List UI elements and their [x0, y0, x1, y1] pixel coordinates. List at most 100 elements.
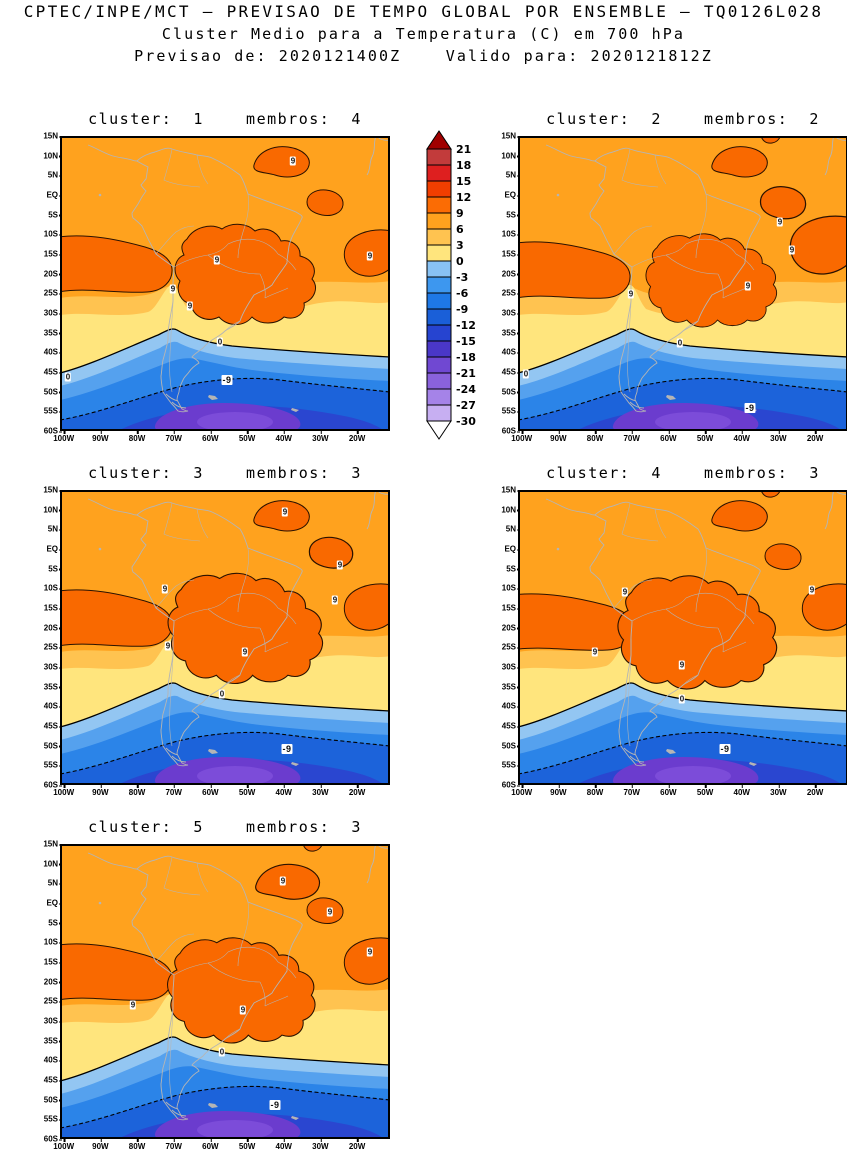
lat-tick-label: 25S: [44, 289, 62, 298]
lat-tick-label: 30S: [502, 309, 520, 318]
map-area: 9 9 9 9 9 0 0 -9: [60, 136, 390, 431]
lat-tick-label: 55S: [44, 407, 62, 416]
colorbar-level-label: 12: [456, 191, 471, 204]
lat-tick-label: 50S: [44, 741, 62, 750]
lat-tick-label: 20S: [44, 269, 62, 278]
colorbar-level-label: 0: [456, 255, 464, 268]
lat-tick-label: 5N: [48, 171, 62, 180]
lat-tick-label: 60S: [502, 781, 520, 790]
contour-map: [60, 844, 390, 1139]
lat-tick-label: 60S: [44, 427, 62, 436]
lat-tick-label: 10N: [43, 151, 62, 160]
country-borders: [155, 502, 297, 747]
colorbar-level-label: -9: [456, 303, 468, 316]
lat-tick-label: 40S: [502, 702, 520, 711]
temperature-colorbar: 21 18 15 12 9 6 3 0 -3 -6 -9 -12 -15 -18 -21 -24 -27 -30: [426, 130, 516, 440]
colorbar-level-label: 6: [456, 223, 464, 236]
cluster-panel-3: cluster: 3 membros: 3 15N 10N 5N EQ 5S 10S 15S…: [38, 464, 390, 799]
lat-tick-label: 5N: [506, 525, 520, 534]
lat-tick-label: 20S: [502, 269, 520, 278]
lat-tick-label: 15N: [501, 132, 520, 141]
lat-tick-label: 10N: [501, 505, 520, 514]
longitude-axis: 100W 90W 80W 70W 60W 50W 40W 30W 20W: [53, 431, 390, 445]
cluster-panel-5: cluster: 5 membros: 3 15N 10N 5N EQ 5S 10S 15S…: [38, 818, 390, 1153]
lat-tick-label: 5S: [48, 564, 62, 573]
map-area: 9 9 9 9 9 9 0 -9: [60, 490, 390, 785]
lon-tick-label: 90W: [550, 785, 567, 797]
lat-tick-label: 15N: [43, 486, 62, 495]
lat-tick-label: 55S: [502, 407, 520, 416]
lon-tick-label: 70W: [623, 431, 640, 443]
lon-tick-label: 80W: [587, 785, 603, 797]
lat-tick-label: 60S: [44, 1135, 62, 1144]
lat-tick-label: 50S: [44, 1095, 62, 1104]
longitude-axis: 100W 90W 80W 70W 60W 50W 40W 30W 20W: [511, 431, 847, 445]
cluster-panel-4: cluster: 4 membros: 3 15N 10N 5N EQ 5S 10S 15S…: [496, 464, 847, 799]
lon-tick-label: 100W: [53, 1139, 74, 1151]
lon-tick-label: 100W: [53, 785, 74, 797]
lat-tick-label: 20S: [502, 623, 520, 632]
lon-tick-label: 50W: [239, 785, 255, 797]
colorbar-level-label: 21: [456, 143, 471, 156]
lat-tick-label: 50S: [502, 387, 520, 396]
lat-tick-label: 15N: [501, 486, 520, 495]
lon-tick-label: 70W: [623, 785, 640, 797]
coastline: [87, 490, 390, 767]
lat-tick-label: 15S: [44, 958, 62, 967]
country-borders: [613, 502, 755, 747]
lon-tick-label: 50W: [239, 431, 255, 443]
colorbar-level-label: -30: [456, 415, 476, 428]
lon-tick-label: 80W: [129, 1139, 145, 1151]
lat-tick-label: EQ: [504, 545, 520, 554]
colorbar-level-label: -24: [456, 383, 476, 396]
lon-tick-label: 90W: [92, 785, 109, 797]
lat-tick-label: 55S: [44, 761, 62, 770]
lon-tick-label: 20W: [349, 785, 365, 797]
lat-tick-label: 10S: [44, 584, 62, 593]
lon-tick-label: 100W: [511, 431, 532, 443]
lat-tick-label: 10N: [43, 505, 62, 514]
longitude-axis: 100W 90W 80W 70W 60W 50W 40W 30W 20W: [511, 785, 847, 799]
lat-tick-label: 40S: [44, 702, 62, 711]
lat-tick-label: EQ: [504, 191, 520, 200]
colorbar-level-label: -3: [456, 271, 468, 284]
lat-tick-label: EQ: [46, 899, 62, 908]
lon-tick-label: 70W: [165, 431, 182, 443]
lon-tick-label: 100W: [53, 431, 74, 443]
lat-tick-label: 10S: [502, 230, 520, 239]
lat-tick-label: 30S: [502, 663, 520, 672]
coastline: [545, 136, 847, 413]
lat-tick-label: 40S: [44, 348, 62, 357]
lat-tick-label: 35S: [44, 682, 62, 691]
lat-tick-label: 25S: [502, 643, 520, 652]
map-area: 9 9 9 9 0 -9: [518, 490, 847, 785]
panel-title: cluster: 1 membros: 4: [88, 110, 362, 128]
lat-tick-label: 15N: [43, 840, 62, 849]
coastline: [87, 136, 390, 413]
latitude-axis: 15N 10N 5N EQ 5S 10S 15S 20S 25S 30S 35S 40S 45S 50S 5…: [38, 840, 62, 1144]
lat-tick-label: 50S: [44, 387, 62, 396]
lat-tick-label: 30S: [44, 1017, 62, 1026]
lat-tick-label: 10S: [502, 584, 520, 593]
colorbar-svg: 21 18 15 12 9 6 3 0 -3 -6 -9 -12 -15 -18 -21 -24 -27 -30: [426, 130, 476, 440]
lat-tick-label: 5S: [506, 564, 520, 573]
lat-tick-label: 5S: [48, 918, 62, 927]
lat-tick-label: 45S: [44, 722, 62, 731]
lat-tick-label: 45S: [502, 722, 520, 731]
panel-title: cluster: 5 membros: 3: [88, 818, 362, 836]
lon-tick-label: 80W: [587, 431, 603, 443]
country-borders: [155, 856, 297, 1101]
lon-tick-label: 70W: [165, 785, 182, 797]
colorbar-level-label: -15: [456, 335, 476, 348]
lon-tick-label: 20W: [807, 431, 823, 443]
colorbar-level-label: -6: [456, 287, 469, 300]
colorbar-level-label: -12: [456, 319, 476, 332]
lon-tick-label: 90W: [92, 431, 109, 443]
lat-tick-label: 5S: [48, 210, 62, 219]
lat-tick-label: 30S: [44, 663, 62, 672]
lon-tick-label: 20W: [349, 431, 365, 443]
lon-tick-label: 50W: [697, 431, 713, 443]
panel-title: cluster: 2 membros: 2: [546, 110, 820, 128]
lon-tick-label: 50W: [239, 1139, 255, 1151]
